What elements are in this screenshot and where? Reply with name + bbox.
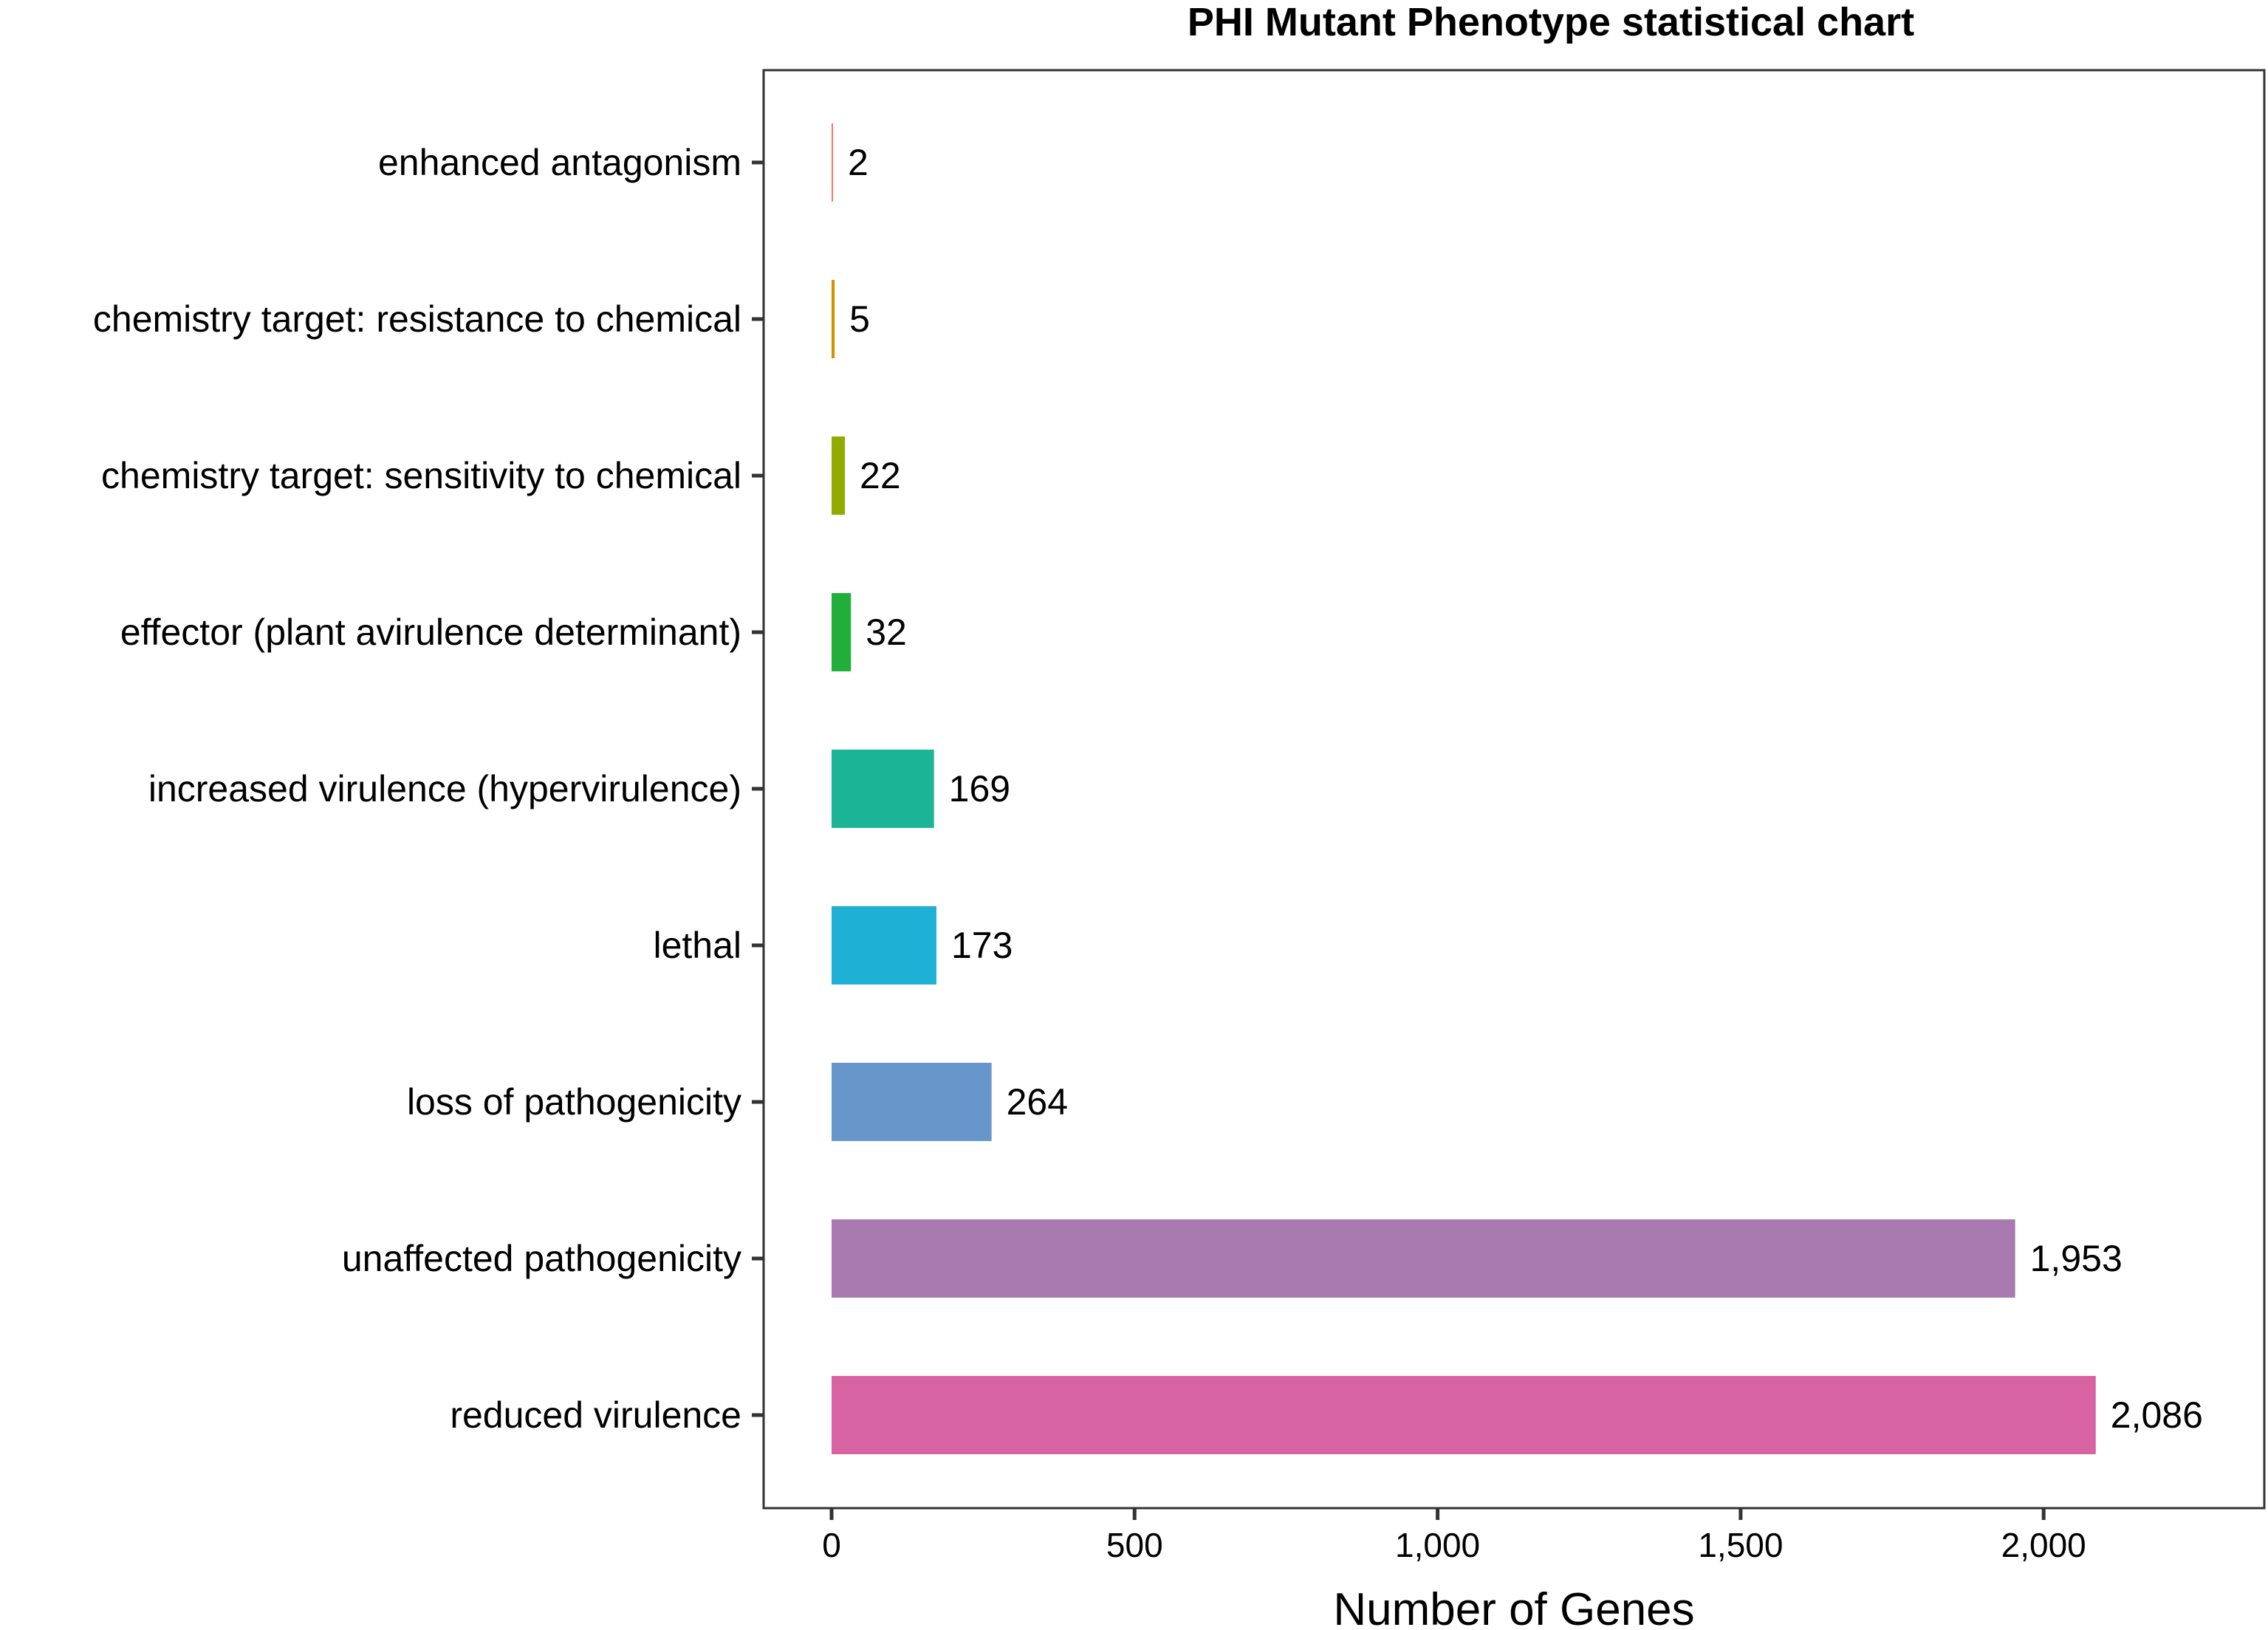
bar-4 [832,593,852,671]
y-axis: enhanced antagonism chemistry target: res… [93,142,764,1436]
x-tick-label-5: 2,000 [2001,1526,2086,1564]
bar-8 [832,1219,2015,1298]
x-axis-title: Number of Genes [1333,1584,1694,1630]
bar-value-label-2: 5 [849,298,870,340]
x-tick-label-2: 500 [1106,1526,1163,1564]
bar-value-label-8: 1,953 [2030,1238,2123,1279]
bar-2 [832,280,835,358]
bars-layer: 2 5 22 32 169 173 264 1,953 2,086 [832,123,2203,1454]
bar-9 [832,1376,2096,1454]
x-tick-label-3: 1,000 [1395,1526,1480,1564]
y-tick-label-5: increased virulence (hypervirulence) [148,768,741,809]
bar-value-label-1: 2 [848,142,869,183]
x-axis: 0 500 1,000 1,500 2,000 [822,1508,2086,1564]
y-tick-label-6: lethal [653,925,741,966]
y-tick-label-4: effector (plant avirulence determinant) [120,612,741,653]
y-tick-label-8: unaffected pathogenicity [342,1238,741,1279]
y-tick-label-3: chemistry target: sensitivity to chemica… [101,455,741,496]
bar-value-label-4: 32 [866,612,907,653]
y-tick-label-9: reduced virulence [450,1394,741,1436]
bar-value-label-3: 22 [860,455,901,496]
bar-6 [832,906,936,984]
bar-value-label-7: 264 [1007,1081,1068,1123]
y-tick-label-2: chemistry target: resistance to chemical [93,298,741,340]
bar-value-label-9: 2,086 [2111,1394,2203,1436]
y-tick-label-7: loss of pathogenicity [407,1081,741,1123]
bar-1 [832,123,833,202]
y-tick-label-1: enhanced antagonism [378,142,741,183]
x-tick-label-4: 1,500 [1698,1526,1783,1564]
bar-value-label-5: 169 [949,768,1010,809]
bar-5 [832,750,934,828]
bar-value-label-6: 173 [951,925,1013,966]
bar-7 [832,1063,992,1141]
bar-3 [832,436,846,515]
chart-title: PHI Mutant Phenotype statistical chart [1188,0,1914,44]
x-tick-label-1: 0 [822,1526,841,1564]
